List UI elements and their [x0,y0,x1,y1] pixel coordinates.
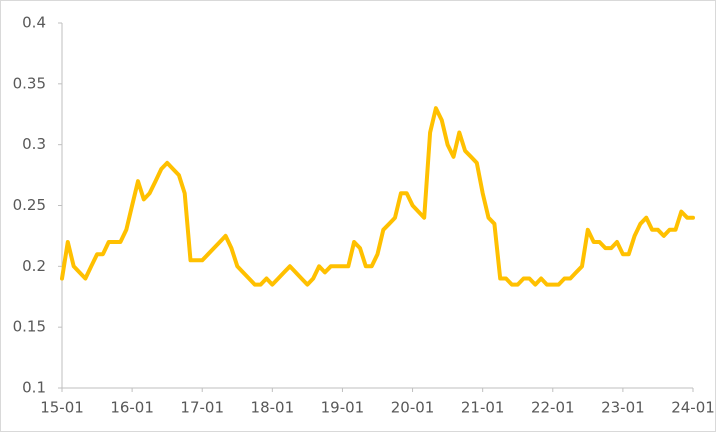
y-tick-label: 0.15 [13,318,46,336]
y-tick-label: 0.3 [22,135,46,153]
x-tick-label: 17-01 [180,399,224,417]
x-tick-label: 19-01 [321,399,365,417]
x-tick-label: 24-01 [671,399,715,417]
x-tick-label: 23-01 [601,399,645,417]
y-tick-label: 0.1 [22,379,46,397]
x-tick-label: 20-01 [391,399,435,417]
y-tick-label: 0.35 [13,74,46,92]
x-tick-label: 22-01 [531,399,575,417]
x-tick-label: 15-01 [40,399,84,417]
line-series [60,106,695,287]
y-tick-label: 0.4 [22,14,46,32]
y-tick-label: 0.25 [13,196,46,214]
x-tick-label: 16-01 [110,399,154,417]
y-tick-label: 0.2 [22,257,46,275]
x-tick-label: 18-01 [251,399,295,417]
x-tick-label: 21-01 [461,399,505,417]
